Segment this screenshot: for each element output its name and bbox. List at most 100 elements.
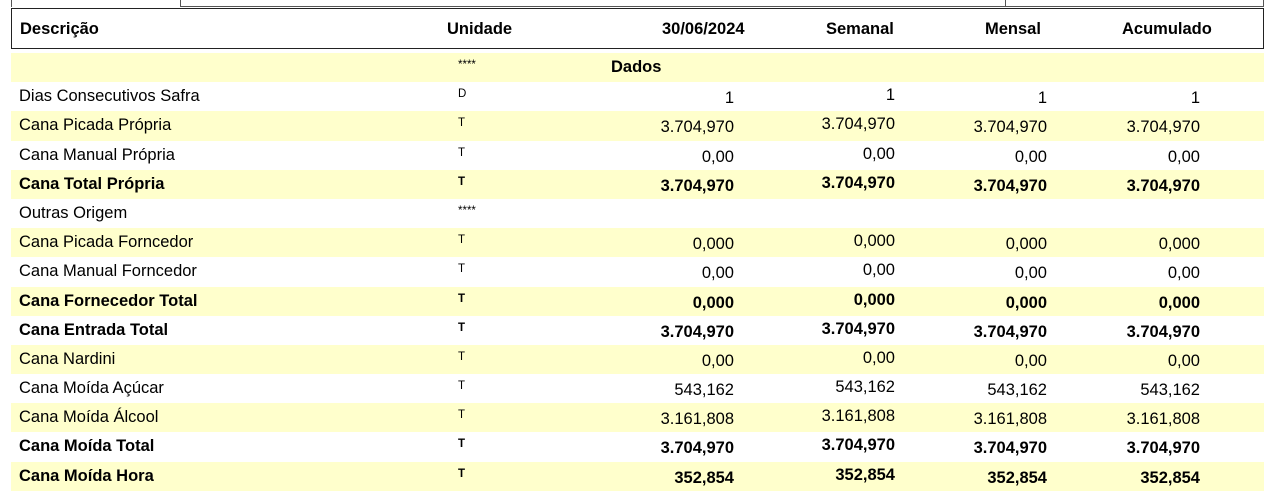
row-description: Cana Picada Própria	[19, 116, 172, 135]
value-acumulado: 0,00	[1167, 264, 1200, 283]
border-line	[1005, 0, 1006, 7]
section-title: Dados	[611, 58, 662, 76]
row-description: Cana Nardini	[19, 349, 116, 368]
table-row: Cana Picada Forncedor T 0,000 0,000 0,00…	[11, 228, 1264, 258]
value-date: 0,00	[701, 264, 734, 283]
row-unit: T	[458, 438, 466, 451]
value-date: 3.704,970	[660, 322, 734, 341]
value-mensal: 3.161,808	[973, 410, 1047, 429]
value-acumulado: 3.704,970	[1126, 176, 1200, 195]
table-row: Cana Moída Hora T 352,854 352,854 352,85…	[11, 461, 1264, 491]
row-description: Cana Fornecedor Total	[19, 291, 198, 310]
value-date: 3.704,970	[660, 176, 734, 195]
row-description: Cana Total Própria	[19, 174, 165, 193]
value-acumulado: 3.161,808	[1126, 410, 1200, 429]
value-mensal: 0,00	[1014, 147, 1047, 166]
border-line	[180, 6, 1005, 7]
value-date: 1	[724, 89, 734, 108]
row-description: Cana Picada Forncedor	[19, 233, 194, 252]
row-unit: T	[458, 117, 466, 130]
table-row: Cana Moída Álcool T 3.161,808 3.161,808 …	[11, 403, 1264, 433]
value-date: 3.704,970	[660, 439, 734, 458]
value-semanal: 3.704,970	[821, 319, 895, 338]
value-date: 352,854	[674, 468, 734, 487]
value-acumulado: 0,000	[1158, 235, 1200, 254]
value-semanal: 543,162	[835, 378, 895, 397]
value-acumulado: 0,00	[1167, 351, 1200, 370]
value-acumulado: 543,162	[1140, 381, 1200, 400]
value-semanal: 3.704,970	[821, 436, 895, 455]
value-mensal: 352,854	[987, 468, 1047, 487]
row-unit: T	[458, 321, 466, 334]
value-semanal: 352,854	[835, 465, 895, 484]
value-acumulado: 1	[1190, 89, 1200, 108]
table-header: Descrição Unidade 30/06/2024 Semanal Men…	[11, 8, 1264, 49]
row-unit: T	[458, 263, 466, 276]
table-row: Cana Total Própria T 3.704,970 3.704,970…	[11, 169, 1264, 199]
value-mensal: 3.704,970	[973, 439, 1047, 458]
row-description: Cana Moída Açúcar	[19, 379, 164, 398]
value-semanal: 0,00	[862, 261, 895, 280]
row-unit: T	[458, 175, 466, 188]
row-unit: T	[458, 292, 466, 305]
table-row: Cana Fornecedor Total T 0,000 0,000 0,00…	[11, 286, 1264, 316]
table-row: Cana Manual Forncedor T 0,00 0,00 0,00 0…	[11, 257, 1264, 286]
border-line	[1005, 6, 1263, 7]
value-semanal: 0,00	[862, 144, 895, 163]
value-semanal: 0,00	[862, 348, 895, 367]
border-line	[180, 0, 181, 7]
value-mensal: 3.704,970	[973, 176, 1047, 195]
report-table: **** Dados Dias Consecutivos Safra D 1 1…	[11, 53, 1264, 491]
value-date: 0,000	[692, 235, 734, 254]
header-mensal: Mensal	[985, 20, 1041, 38]
border-line	[1263, 0, 1264, 7]
value-date: 0,000	[692, 293, 734, 312]
table-row: Cana Entrada Total T 3.704,970 3.704,970…	[11, 316, 1264, 345]
row-description: Cana Moída Álcool	[19, 408, 159, 427]
row-description: Cana Manual Própria	[19, 145, 175, 164]
value-mensal: 0,000	[1005, 235, 1047, 254]
value-semanal: 3.704,970	[821, 115, 895, 134]
value-semanal: 1	[885, 86, 895, 105]
row-description: Cana Manual Forncedor	[19, 262, 197, 281]
row-unit: T	[458, 146, 466, 159]
table-row: Cana Picada Própria T 3.704,970 3.704,97…	[11, 111, 1264, 141]
header-date: 30/06/2024	[662, 20, 745, 38]
value-mensal: 0,000	[1005, 293, 1047, 312]
value-mensal: 1	[1037, 89, 1047, 108]
value-semanal: 3.704,970	[821, 173, 895, 192]
value-semanal: 0,000	[853, 232, 895, 251]
row-unit: T	[458, 234, 466, 247]
value-date: 543,162	[674, 381, 734, 400]
value-date: 3.704,970	[660, 118, 734, 137]
value-mensal: 0,00	[1014, 351, 1047, 370]
value-acumulado: 3.704,970	[1126, 118, 1200, 137]
header-acumulado: Acumulado	[1122, 20, 1212, 38]
value-semanal: 3.161,808	[821, 407, 895, 426]
value-mensal: 0,00	[1014, 264, 1047, 283]
table-row: Dias Consecutivos Safra D 1 1 1 1	[11, 82, 1264, 111]
value-mensal: 3.704,970	[973, 322, 1047, 341]
row-unit: T	[458, 380, 466, 393]
header-unidade: Unidade	[447, 20, 513, 38]
table-row: Cana Moída Total T 3.704,970 3.704,970 3…	[11, 432, 1264, 461]
value-acumulado: 0,000	[1158, 293, 1200, 312]
value-acumulado: 0,00	[1167, 147, 1200, 166]
row-description: Cana Entrada Total	[19, 320, 169, 339]
value-date: 0,00	[701, 147, 734, 166]
header-semanal: Semanal	[826, 20, 894, 38]
border-line	[11, 0, 12, 7]
section-row: **** Dados	[11, 53, 1264, 83]
table-row: Cana Nardini T 0,00 0,00 0,00 0,00	[11, 344, 1264, 375]
value-date: 3.161,808	[660, 410, 734, 429]
table-row: Outras Origem ****	[11, 199, 1264, 228]
row-unit: T	[458, 350, 466, 363]
row-unit: ****	[458, 204, 476, 217]
value-acumulado: 3.704,970	[1126, 439, 1200, 458]
section-marker: ****	[458, 59, 476, 71]
row-unit: T	[458, 409, 466, 422]
row-description: Outras Origem	[19, 203, 128, 222]
row-description: Cana Moída Total	[19, 437, 155, 456]
top-border-strip	[0, 0, 1276, 9]
row-description: Dias Consecutivos Safra	[19, 87, 200, 106]
